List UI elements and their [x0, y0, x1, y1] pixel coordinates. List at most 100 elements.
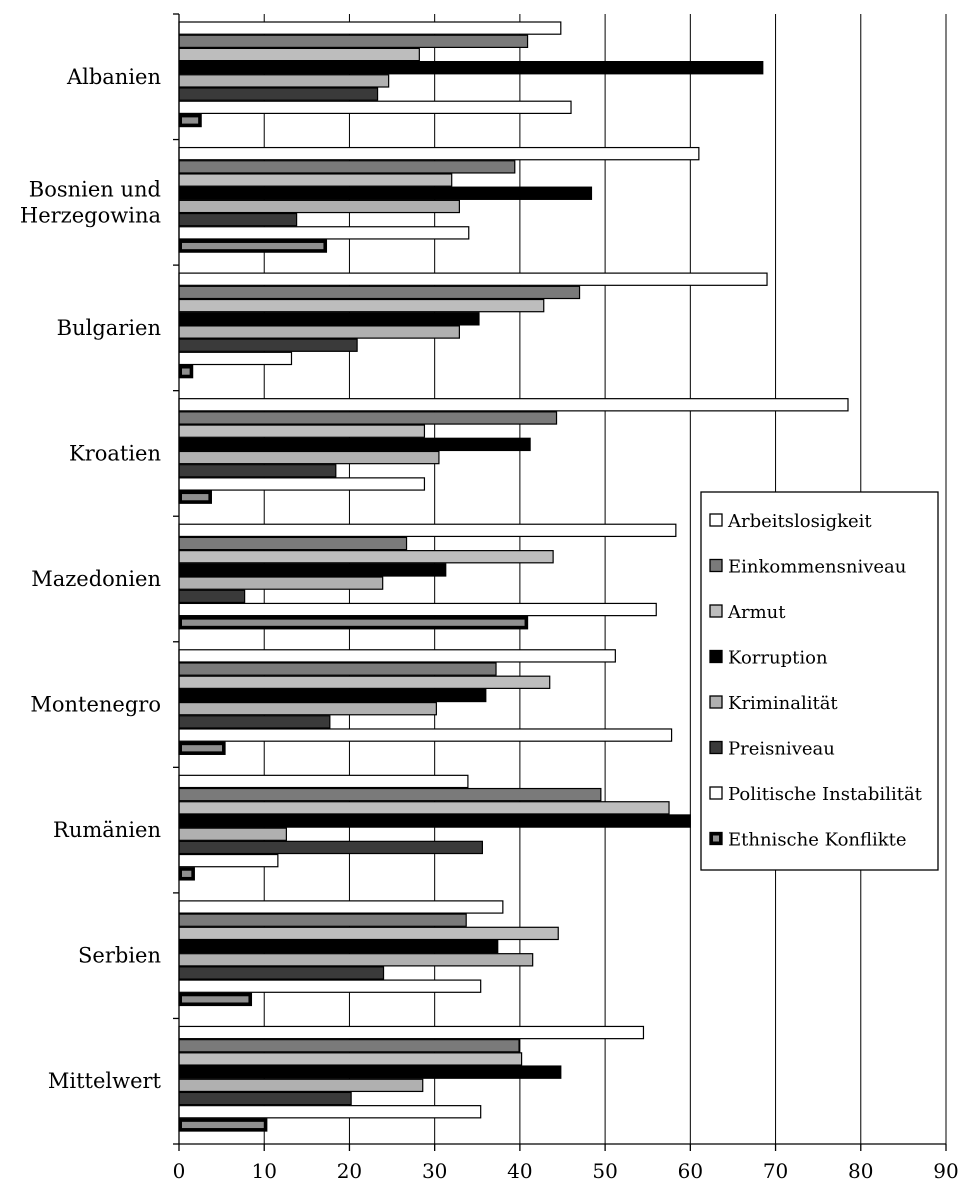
- bar: [179, 1040, 519, 1052]
- x-tick-label: 70: [763, 1159, 788, 1183]
- x-tick-labels: 0 10 20 30 40 50 60 70 80 90: [173, 1159, 959, 1183]
- bar-inner: [182, 243, 323, 249]
- x-tick-label: 30: [422, 1159, 447, 1183]
- bar: [179, 802, 669, 814]
- bar-inner: [182, 871, 191, 877]
- bar: [179, 1066, 561, 1078]
- legend-label: Politische Instabilität: [728, 784, 923, 805]
- bar: [179, 914, 466, 926]
- bar: [179, 286, 580, 298]
- bar: [179, 451, 439, 463]
- legend-label: Arbeitslosigkeit: [727, 511, 872, 532]
- bar: [179, 663, 496, 675]
- bar: [179, 214, 297, 226]
- bar: [179, 412, 557, 424]
- bar: [179, 855, 278, 867]
- bar: [179, 62, 763, 74]
- bar-inner: [182, 1122, 264, 1128]
- bar: [179, 313, 479, 325]
- bar: [179, 35, 528, 47]
- bar: [179, 1106, 481, 1118]
- bar: [179, 1092, 351, 1104]
- bar: [179, 676, 550, 688]
- legend-swatch: [710, 651, 722, 663]
- x-tick-label: 90: [933, 1159, 958, 1183]
- bar: [179, 954, 533, 966]
- bar: [179, 1079, 423, 1091]
- legend-swatch: [710, 560, 722, 572]
- bar: [179, 551, 553, 563]
- bar-inner: [182, 494, 208, 500]
- bar: [179, 161, 515, 173]
- legend-swatch: [710, 742, 722, 754]
- bar: [179, 438, 530, 450]
- bar: [179, 465, 336, 477]
- bar: [179, 967, 384, 979]
- bar: [179, 22, 561, 34]
- bar: [179, 980, 481, 992]
- bar: [179, 88, 378, 100]
- bar: [179, 590, 245, 602]
- bar: [179, 48, 419, 60]
- category-label: Albanien: [66, 65, 161, 89]
- category-label: Montenegro: [30, 693, 161, 717]
- bar: [179, 1053, 522, 1065]
- legend-label: Einkommensniveau: [728, 557, 906, 578]
- category-label: Serbien: [78, 944, 161, 968]
- bar: [179, 148, 699, 160]
- bar: [179, 927, 558, 939]
- category-label: Rumänien: [53, 818, 161, 842]
- bar: [179, 478, 424, 490]
- bar: [179, 564, 446, 576]
- legend: ArbeitslosigkeitEinkommensniveauArmutKor…: [701, 492, 938, 870]
- bar: [179, 425, 424, 437]
- x-tick-label: 60: [678, 1159, 703, 1183]
- bar: [179, 650, 615, 662]
- bar-inner: [182, 117, 198, 123]
- legend-swatch: [710, 514, 722, 526]
- x-tick-label: 50: [592, 1159, 617, 1183]
- legend-label: Korruption: [728, 648, 828, 669]
- legend-label: Kriminalität: [728, 693, 838, 714]
- bar: [179, 703, 436, 715]
- bar: [179, 537, 407, 549]
- bar: [179, 352, 291, 364]
- legend-swatch: [710, 605, 722, 617]
- legend-label: Ethnische Konflikte: [728, 830, 907, 851]
- legend-label: Preisniveau: [728, 739, 835, 760]
- bar: [179, 940, 498, 952]
- bar: [179, 1026, 643, 1038]
- legend-swatch-inner: [713, 836, 719, 842]
- x-tick-label: 40: [507, 1159, 532, 1183]
- bar: [179, 577, 383, 589]
- bar: [179, 901, 503, 913]
- bar-inner: [182, 996, 248, 1002]
- category-label: Kroatien: [69, 441, 161, 465]
- bar: [179, 101, 571, 113]
- bar: [179, 339, 357, 351]
- bar: [179, 399, 848, 411]
- bar: [179, 200, 459, 212]
- x-tick-label: 10: [251, 1159, 276, 1183]
- legend-swatch: [710, 787, 722, 799]
- bar: [179, 689, 486, 701]
- bar: [179, 841, 482, 853]
- bar: [179, 326, 459, 338]
- bar-inner: [182, 369, 190, 375]
- bar: [179, 789, 601, 801]
- bar: [179, 815, 690, 827]
- bar: [179, 524, 676, 536]
- category-labels: Albanien Bosnien und Herzegowina Bulgarien K…: [20, 65, 162, 1093]
- category-label: Mazedonien: [31, 567, 161, 591]
- bar: [179, 775, 468, 787]
- x-tick-label: 0: [173, 1159, 186, 1183]
- x-tick-label: 80: [848, 1159, 873, 1183]
- bar-inner: [182, 745, 222, 751]
- bar: [179, 227, 469, 239]
- x-tick-label: 20: [337, 1159, 362, 1183]
- bar: [179, 828, 286, 840]
- bar: [179, 187, 591, 199]
- category-label: Bulgarien: [57, 316, 161, 340]
- bar: [179, 716, 330, 728]
